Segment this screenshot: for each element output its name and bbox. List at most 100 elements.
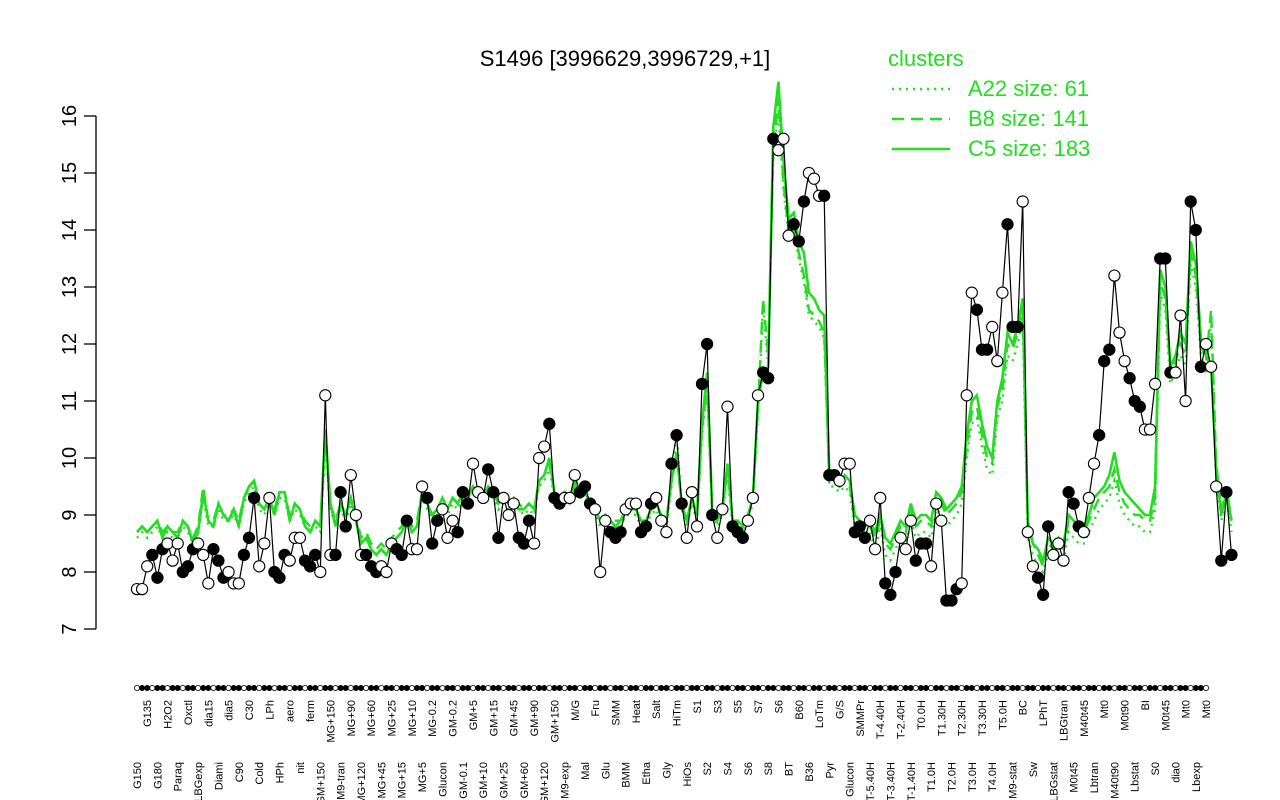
data-point <box>339 520 352 533</box>
x-rug-mark <box>296 685 303 692</box>
x-rug-mark <box>648 685 655 692</box>
data-point <box>527 537 541 550</box>
x-rug-mark <box>800 685 807 692</box>
x-tick-label: Sw <box>1028 762 1040 777</box>
data-point <box>497 491 510 505</box>
x-rug-mark <box>398 685 405 692</box>
x-rug-mark <box>327 685 334 692</box>
x-rug-mark <box>755 685 762 692</box>
x-rug-mark <box>994 685 1001 692</box>
x-tick-label: T-5.40H <box>865 762 877 800</box>
data-point <box>792 235 805 248</box>
x-rug-mark <box>449 685 456 692</box>
data-point <box>293 531 307 544</box>
x-rug-mark <box>179 685 186 692</box>
data-point <box>1148 377 1162 391</box>
x-tick-label: T2.0H <box>947 762 959 792</box>
x-tick-label: G135 <box>142 700 154 727</box>
x-rug-mark <box>582 685 589 692</box>
data-point <box>772 144 785 157</box>
x-rug-mark <box>210 685 217 692</box>
data-point <box>522 514 536 527</box>
x-rug-mark <box>816 685 823 692</box>
data-point <box>996 286 1009 299</box>
data-point <box>461 497 475 510</box>
x-rug-mark <box>510 685 517 692</box>
data-point <box>1194 360 1208 373</box>
data-point <box>400 514 413 527</box>
x-rug-mark <box>174 685 181 692</box>
x-rug-mark <box>505 685 512 692</box>
data-point <box>232 577 245 590</box>
x-rug-mark <box>1009 685 1016 692</box>
data-point <box>253 560 266 573</box>
x-rug-mark <box>500 685 507 692</box>
data-point <box>334 486 347 499</box>
x-rug-mark <box>999 685 1006 692</box>
data-point <box>1057 554 1070 567</box>
data-point <box>716 503 729 516</box>
x-tick-label: T0.0H <box>916 700 928 730</box>
x-tick-label: G/S <box>835 700 847 719</box>
x-rug-mark <box>1070 685 1077 692</box>
x-rug-mark <box>1019 685 1026 692</box>
x-tick-label: MG+120 <box>356 762 368 800</box>
x-rug-mark <box>454 685 461 692</box>
data-point <box>1143 423 1157 436</box>
x-rug-mark <box>256 685 263 692</box>
x-rug-mark <box>668 685 675 692</box>
data-point <box>818 189 831 202</box>
data-point <box>970 303 984 316</box>
y-tick-label: 16 <box>59 105 81 127</box>
x-rug-mark <box>612 685 619 692</box>
x-tick-label: M9-exp <box>560 762 572 799</box>
data-point <box>303 560 317 573</box>
x-rug-mark <box>1121 685 1128 692</box>
data-point <box>670 429 683 442</box>
data-point <box>135 582 149 596</box>
x-rug-mark <box>322 685 329 692</box>
x-rug-mark <box>235 685 242 692</box>
x-rug-mark <box>133 685 140 692</box>
data-point <box>466 457 480 470</box>
data-point <box>247 491 261 505</box>
x-tick-label: GM+150 <box>315 762 327 800</box>
x-rug-mark <box>587 685 594 692</box>
data-point <box>904 514 917 527</box>
x-tick-label: MG+45 <box>376 762 388 798</box>
data-point <box>202 577 215 590</box>
data-point <box>685 486 699 499</box>
x-rug-mark <box>154 685 161 692</box>
x-rug-mark <box>882 685 889 692</box>
x-rug-mark <box>1152 685 1159 692</box>
x-rug-mark <box>1147 685 1154 692</box>
x-rug-mark <box>1172 685 1179 692</box>
data-point <box>487 486 500 499</box>
x-rug-mark <box>968 685 975 692</box>
data-point <box>594 565 607 579</box>
x-rug-mark <box>867 685 874 692</box>
x-rug-mark <box>464 685 471 692</box>
x-tick-label: nit <box>295 762 307 774</box>
x-tick-label: MG+10 <box>407 700 419 736</box>
x-rug-mark <box>836 685 843 692</box>
y-tick-label: 7 <box>59 623 81 634</box>
x-rug-mark <box>907 685 914 692</box>
x-rug-mark <box>770 685 777 692</box>
x-tick-label: GM+150 <box>549 700 561 743</box>
data-point <box>868 543 882 556</box>
data-point <box>655 514 668 527</box>
x-rug-mark <box>821 685 828 692</box>
data-point <box>919 537 933 550</box>
data-point <box>538 440 551 453</box>
x-tick-label: M0t90 <box>1120 700 1132 731</box>
data-point <box>639 520 653 533</box>
data-point <box>568 468 581 482</box>
x-rug-mark <box>592 685 599 692</box>
x-rug-mark <box>719 685 726 692</box>
x-tick-label: Mt0 <box>1099 700 1111 718</box>
x-rug-mark <box>317 685 324 692</box>
x-tick-label: GM+120 <box>539 762 551 800</box>
x-rug-mark <box>709 685 716 692</box>
x-rug-mark <box>989 685 996 692</box>
